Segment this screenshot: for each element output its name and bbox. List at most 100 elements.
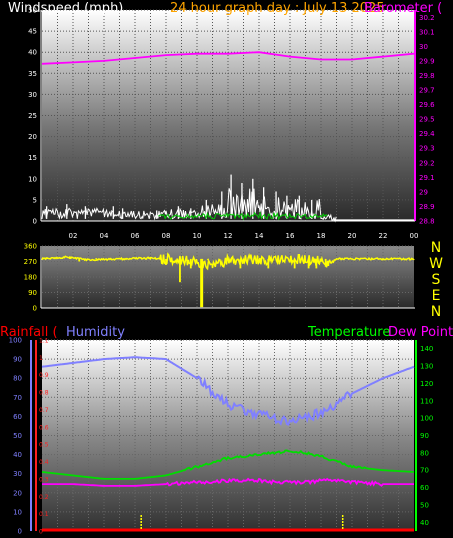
temperature-y-tick: 140 (420, 345, 433, 353)
wind-direction-drop (200, 258, 204, 308)
humidity-y-tick: 20 (13, 489, 22, 497)
baro-y-tick: 29.7 (419, 87, 435, 95)
temperature-y-tick: 80 (420, 449, 429, 457)
rain-y-tick: 1.1 (39, 338, 49, 345)
baro-y-tick: 28.8 (419, 218, 435, 226)
hour-tick: 00 (410, 232, 419, 240)
wind-label: Windspeed (mph) (8, 1, 123, 16)
rain-y-tick: 0.2 (39, 494, 49, 501)
rain-y-tick: 0.3 (39, 476, 49, 483)
humidity-series (41, 356, 415, 532)
hour-tick: 22 (379, 232, 388, 240)
direction-y-tick: 360 (24, 243, 37, 251)
temperature-line (41, 449, 415, 480)
humidity-label: Humidity (66, 325, 125, 340)
wind-y-tick: 0 (33, 218, 37, 226)
baro-y-tick: 29.1 (419, 174, 435, 182)
hour-tick: 18 (317, 232, 326, 240)
dewpoint-label: Dew Point (°F) (388, 325, 453, 340)
rain-y-tick: 0.1 (39, 511, 49, 518)
compass-letter: S (432, 272, 441, 288)
hour-tick: 20 (348, 232, 357, 240)
humidity-y-tick: 60 (13, 413, 22, 421)
hour-tick: 14 (255, 232, 264, 240)
temperature-y-tick: 70 (420, 467, 429, 475)
compass-letter: N (431, 240, 441, 256)
humidity-y-tick: 70 (13, 394, 22, 402)
baro-y-tick: 29.8 (419, 72, 435, 80)
temperature-label: Temperature (307, 325, 390, 340)
humidity-grid (42, 339, 414, 532)
barometer-line (41, 51, 415, 65)
wind-y-tick: 35 (28, 70, 37, 78)
wind-series (41, 51, 415, 223)
hour-tick: 08 (162, 232, 171, 240)
direction-series (41, 252, 415, 308)
wind-y-tick: 40 (28, 49, 37, 57)
humidity-y-tick: 40 (13, 451, 22, 459)
temperature-y-tick: 50 (420, 501, 429, 509)
humidity-y-tick: 100 (9, 337, 22, 345)
baro-y-tick: 30.2 (419, 14, 435, 22)
wind-average-line (158, 211, 328, 221)
humidity-y-tick: 0 (18, 528, 22, 536)
temperature-y-tick: 100 (420, 415, 433, 423)
temperature-y-tick: 60 (420, 484, 429, 492)
baro-y-tick: 29.6 (419, 101, 435, 109)
wind-y-tick: 15 (28, 154, 37, 162)
temperature-y-tick: 90 (420, 432, 429, 440)
humidity-y-tick: 80 (13, 375, 22, 383)
humidity-y-tick: 50 (13, 432, 22, 440)
baro-y-tick: 30 (419, 43, 428, 51)
temperature-y-tick: 120 (420, 380, 433, 388)
baro-y-tick: 28.9 (419, 203, 435, 211)
temperature-y-tick: 110 (420, 397, 433, 405)
baro-y-tick: 29.4 (419, 130, 435, 138)
wind-y-tick: 10 (28, 175, 37, 183)
compass-letter: E (432, 288, 441, 304)
wind-grid (42, 9, 414, 222)
humidity-y-tick: 10 (13, 508, 22, 516)
baro-y-tick: 29.9 (419, 57, 435, 65)
direction-y-tick: 90 (28, 289, 37, 297)
hour-tick: 10 (193, 232, 202, 240)
graph-title: 24 hour graph day : July 13 2025 (170, 1, 385, 16)
baro-y-tick: 29.5 (419, 116, 435, 124)
rain-y-tick: 0.8 (39, 390, 49, 397)
compass-letter: N (431, 304, 441, 320)
temperature-y-tick: 40 (420, 519, 429, 527)
wind-y-tick: 20 (28, 133, 37, 141)
wind-y-tick: 30 (28, 91, 37, 99)
hour-tick: 06 (131, 232, 140, 240)
rain-y-tick: 1 (39, 355, 43, 362)
humidity-y-tick: 30 (13, 470, 22, 478)
rain-y-tick: 0.4 (39, 459, 49, 466)
wind-y-tick: 25 (28, 112, 37, 120)
wind-y-tick: 45 (28, 28, 37, 36)
rain-label: Rainfall ( (0, 325, 58, 340)
direction-y-tick: 0 (33, 305, 37, 313)
hour-tick: 04 (100, 232, 109, 240)
dewpoint-line (42, 477, 414, 487)
rain-y-tick: 0 (39, 529, 43, 536)
baro-y-tick: 29.2 (419, 159, 435, 167)
baro-y-tick: 29.3 (419, 145, 435, 153)
rain-y-tick: 0.9 (39, 372, 49, 379)
wind-y-tick: 50 (28, 7, 37, 15)
direction-y-tick: 270 (24, 258, 37, 266)
direction-y-tick: 180 (24, 274, 37, 282)
temperature-y-tick: 130 (420, 363, 433, 371)
baro-label: Barometer ( (364, 1, 442, 16)
humidity-line (41, 356, 415, 426)
wind-y-tick: 5 (33, 196, 37, 204)
rain-y-tick: 0.7 (39, 407, 49, 414)
hour-tick: 12 (224, 232, 233, 240)
wind-direction-line (41, 252, 415, 271)
baro-y-tick: 29 (419, 188, 428, 196)
humidity-y-tick: 90 (13, 356, 22, 364)
baro-y-tick: 30.1 (419, 28, 435, 36)
compass-letter: W (429, 256, 443, 272)
hour-tick: 16 (286, 232, 295, 240)
